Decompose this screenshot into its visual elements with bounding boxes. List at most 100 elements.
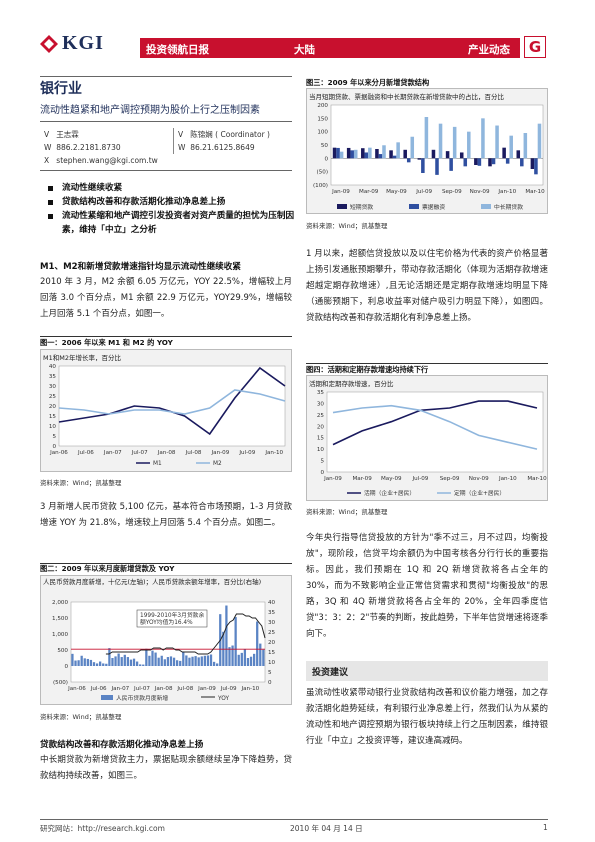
fig4-y-tick: 0 (320, 470, 324, 476)
fig3-bar (392, 155, 397, 159)
footer-website[interactable]: 研究网站：http://research.kgi.com (40, 824, 165, 833)
fig3-bar (495, 125, 499, 159)
fig3-y-tick: 200 (317, 103, 328, 109)
author-left-v: V (44, 130, 50, 139)
brand-name: KGI (62, 32, 104, 54)
fig3-bar (353, 149, 358, 159)
fig3-bar (364, 152, 369, 159)
fig1-y-tick: 10 (49, 424, 57, 430)
fig2-annotation-line1: 1999-2010年3月贷款余 (140, 611, 204, 619)
fig2-bar (95, 663, 99, 666)
fig2-bar (139, 664, 142, 666)
fig4-series-line (332, 400, 538, 446)
fig3-bar (452, 126, 457, 159)
fig3-x-tick: Sep-09 (442, 189, 462, 195)
footer-date: 2010 年 04 月 14 日 (290, 824, 363, 833)
fig2-bar (129, 659, 133, 666)
fig3-x-tick: Jan-10 (497, 189, 516, 195)
fig1-title: 图一：2006 年以来 M1 和 M2 的 YOY (40, 338, 173, 347)
fig4-x-tick: Mar-09 (352, 476, 372, 482)
fig3-box: 当月短期贷款、票据融资和中长期贷款在新增贷款中的占比，百分比 (100) (50)… (306, 88, 548, 214)
fig3-legend-swatch (481, 204, 491, 209)
fig3-bar (481, 118, 485, 159)
paragraph-new-loans: 3 月新增人民币贷款 5,100 亿元，基本符合市场预期，1-3 月贷款增速 Y… (40, 502, 292, 528)
fig2-bar (182, 651, 185, 666)
fig3-bar (474, 158, 478, 165)
fig1-x-tick: Jan-08 (157, 450, 176, 456)
kgi-logo-icon (40, 34, 58, 53)
fig3-bar (389, 150, 393, 159)
fig1-y-tick: 25 (49, 394, 57, 400)
author-left-phone: 886.2.2181.8730 (56, 143, 121, 152)
fig4-x-tick: May-09 (381, 476, 402, 482)
fig3-x-tick: May-09 (386, 189, 407, 195)
fig1-y-tick: 5 (52, 434, 56, 440)
fig2-y-left-tick: 500 (57, 648, 68, 654)
fig4-x-tick: Sep-09 (440, 476, 460, 482)
fig2-bar (256, 621, 259, 666)
fig1-x-tick: Jul-09 (238, 450, 255, 456)
fig4-subtitle: 活期和定期存款增速，百分比 (309, 380, 394, 388)
fig2-y-right-tick: 10 (268, 660, 276, 666)
fig1-x-tick: Jan-06 (49, 450, 68, 456)
fig3-bar (523, 133, 528, 159)
fig3-bar (435, 158, 439, 175)
fig3-source: 资料来源：Wind；凯基整理 (306, 222, 388, 230)
fig2-y-left-tick: 1,000 (52, 632, 68, 638)
author-left-email[interactable]: stephen.wang@kgi.com.tw (56, 156, 158, 165)
fig3-bar (378, 154, 383, 159)
fig1-y-tick: 40 (49, 364, 57, 370)
header-bar: 投资领航日报 大陆 产业动态 (140, 38, 520, 58)
author-divider (40, 121, 292, 122)
fig2-annotation-line2: 额YOY均值为16.4% (140, 618, 193, 626)
fig3-bar (417, 158, 422, 160)
report-title: 银行业 (40, 81, 82, 97)
fig2-bar (157, 657, 160, 666)
fig4-series-line (332, 404, 538, 450)
fig2-bar (135, 661, 139, 666)
fig2-bar (142, 664, 145, 666)
fig4-source: 资料来源：Wind；凯基整理 (306, 508, 388, 516)
fig2-bar (151, 650, 154, 666)
fig2-y-right-tick: 35 (268, 610, 276, 616)
fig3-bar (350, 150, 354, 159)
fig3-x-tick: Nov-09 (470, 189, 490, 195)
fig3-y-tick: 0 (324, 156, 328, 162)
fig4-y-tick: 20 (317, 424, 325, 430)
fig2-bar (163, 659, 166, 666)
fig3-subtitle: 当月短期贷款、票据融资和中长期贷款在新增贷款中的占比，百分比 (309, 93, 504, 101)
title-divider (40, 76, 292, 77)
fig3-title: 图三：2009 年以来分月新增贷款结构 (306, 78, 430, 87)
fig2-bar (209, 654, 213, 666)
fig3-bar (339, 151, 344, 159)
fig2-x-tick: Jul-06 (90, 686, 107, 692)
fig3-bar (421, 158, 425, 173)
fig4-legend-label: 定期（企业+居民） (454, 489, 505, 497)
fig2-bar (102, 663, 105, 666)
fig3-bar (346, 147, 351, 159)
fig2-bar (123, 654, 126, 666)
fig2-bar (126, 657, 130, 666)
fig1-x-tick: Jul-08 (185, 450, 202, 456)
fig2-bar (234, 617, 237, 666)
fig2-bar (191, 656, 194, 666)
fig3-bar (463, 158, 468, 167)
fig2-bar (259, 643, 262, 666)
fig2-legend-label: 人民币贷款月度新增 (116, 694, 168, 702)
fig1-y-tick: 0 (52, 444, 56, 450)
report-title-block: 银行业 流动性趋紧和地产调控预期为股价上行之压制因素 (40, 78, 292, 116)
fig4-plot-area (326, 391, 544, 473)
fig2-y-right-tick: 30 (268, 620, 276, 626)
author-right-name: 陈锦娴 ( Coordinator ) (190, 130, 270, 139)
fig2-legend-swatch (101, 695, 113, 700)
fig3-bar (410, 136, 415, 159)
fig2-y-right-tick: 0 (268, 680, 272, 686)
fig4-y-tick: 25 (317, 413, 325, 419)
fig4-x-tick: Jan-10 (498, 476, 517, 482)
fig2-yoy-line (105, 613, 266, 655)
fig3-bar (438, 123, 443, 159)
fig2-bar (166, 657, 170, 666)
fig3-y-tick: (100) (313, 183, 328, 189)
fig2-bar (194, 656, 197, 666)
investment-heading: 投资建议 (306, 661, 548, 681)
